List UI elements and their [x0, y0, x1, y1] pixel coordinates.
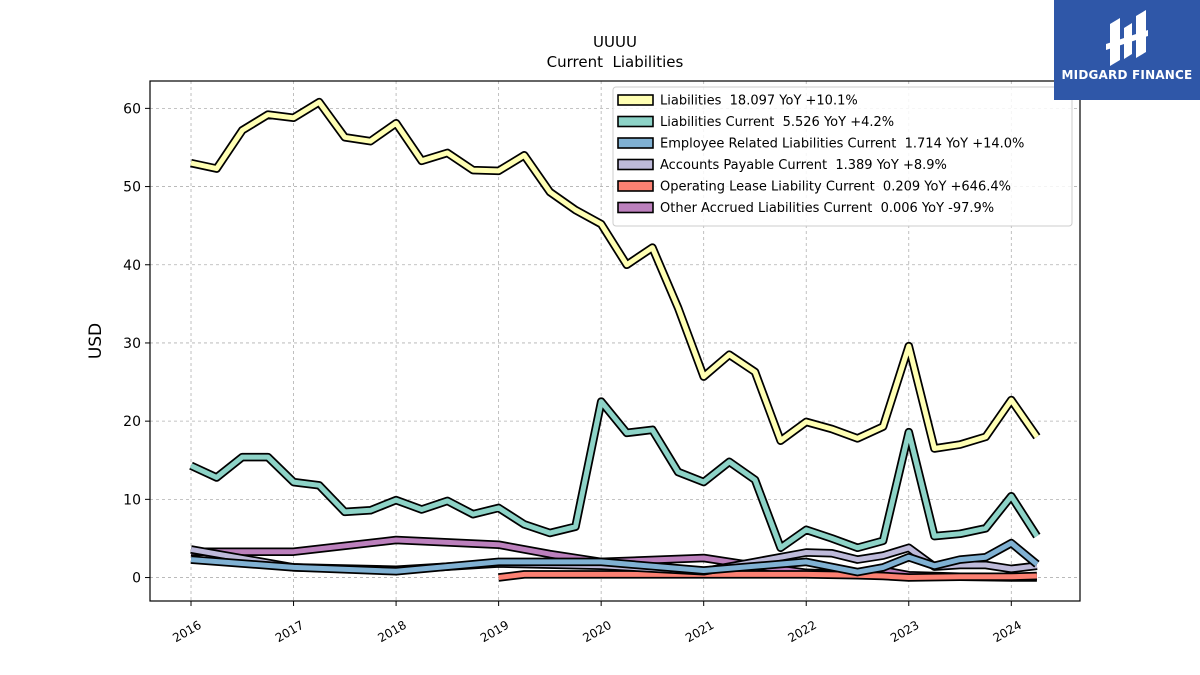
legend-item: Employee Related Liabilities Current 1.7…	[617, 137, 1024, 152]
legend-swatch	[617, 94, 654, 106]
legend-swatch	[617, 180, 654, 192]
brand-name: MIDGARD FINANCE	[1061, 68, 1193, 82]
y-tick-label: 40	[123, 258, 141, 274]
x-tick-label: 2018	[375, 618, 408, 645]
x-tick-label: 2020	[580, 618, 613, 645]
series-4	[498, 570, 1038, 582]
legend-label: Accounts Payable Current 1.389 YoY +8.9%	[660, 158, 947, 173]
series-line	[189, 399, 1040, 551]
brand-logo: MIDGARD FINANCE	[1054, 0, 1200, 100]
chart-title: UUUU	[593, 33, 637, 51]
y-tick-label: 50	[123, 180, 141, 196]
legend-label: Liabilities 18.097 YoY +10.1%	[660, 94, 858, 109]
series-line-outline	[189, 397, 1041, 553]
legend-swatch	[617, 158, 654, 171]
legend-item: Accounts Payable Current 1.389 YoY +8.9%	[617, 158, 947, 173]
y-tick-label: 20	[123, 414, 141, 430]
series-0	[190, 97, 1041, 453]
plot-frame	[149, 80, 1081, 602]
y-tick-label: 0	[132, 571, 141, 587]
series-line	[190, 99, 1039, 451]
series-line	[190, 540, 1039, 575]
chart-subtitle: Current Liabilities	[547, 53, 684, 71]
legend-swatch	[617, 137, 654, 149]
x-tick-label: 2021	[683, 618, 716, 645]
x-tick-label: 2019	[478, 618, 511, 645]
legend-label: Liabilities Current 5.526 YoY +4.2%	[660, 115, 894, 130]
legend-label: Operating Lease Liability Current 0.209 …	[660, 180, 1011, 195]
x-axis: 2016 2017 2018 2019 2020 2021 2022 2023 2024	[170, 601, 1024, 645]
legend-box	[612, 86, 1073, 227]
y-axis: 0 10 20 30 40 50 60	[123, 101, 150, 587]
x-tick-label: 2022	[786, 618, 819, 645]
x-tick-label: 2017	[273, 618, 306, 645]
legend-item: Operating Lease Liability Current 0.209 …	[617, 180, 1011, 195]
series-2	[190, 538, 1040, 577]
series-layer	[189, 97, 1041, 582]
x-tick-label: 2023	[888, 618, 921, 645]
y-tick-label: 60	[123, 101, 141, 117]
legend-label: Other Accrued Liabilities Current 0.006 …	[660, 201, 994, 216]
legend-item: Liabilities Current 5.526 YoY +4.2%	[617, 115, 894, 130]
legend-label: Employee Related Liabilities Current 1.7…	[660, 137, 1024, 152]
legend-swatch	[617, 115, 654, 128]
x-tick-label: 2016	[170, 618, 203, 645]
y-axis-label: USD	[86, 323, 106, 359]
x-tick-label: 2024	[991, 618, 1024, 645]
legend: Liabilities 18.097 YoY +10.1% Liabilities…	[612, 86, 1073, 227]
series-1	[189, 397, 1041, 553]
legend-swatch	[617, 201, 654, 214]
legend-item: Liabilities 18.097 YoY +10.1%	[617, 94, 858, 109]
y-tick-label: 10	[123, 492, 141, 508]
legend-item: Other Accrued Liabilities Current 0.006 …	[617, 201, 994, 216]
y-tick-label: 30	[123, 336, 141, 352]
midgard-logo-icon	[1106, 10, 1148, 66]
